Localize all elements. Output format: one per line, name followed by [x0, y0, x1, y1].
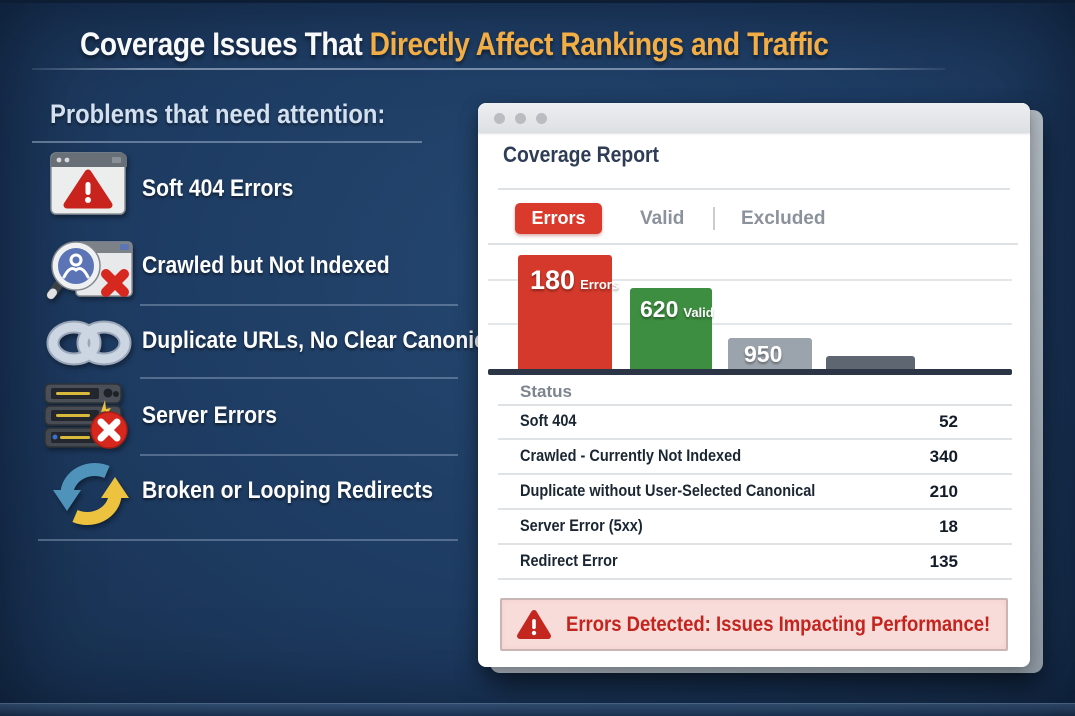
row-value: 135: [929, 551, 958, 571]
list-divider: [140, 304, 458, 306]
table-row: Crawled - Currently Not Indexed 340: [498, 440, 1012, 475]
problem-item-label: Crawled but Not Indexed: [142, 252, 390, 279]
row-label: Server Error (5xx): [520, 517, 643, 535]
list-divider: [140, 377, 458, 379]
top-border: [0, 0, 1075, 3]
warning-triangle-icon: [516, 609, 552, 641]
tabs-divider: [488, 243, 1018, 245]
chain-links-icon: [46, 315, 132, 376]
chart-bar-errors: 180 Errors: [518, 255, 619, 371]
alert-text: Errors Detected: Issues Impacting Perfor…: [566, 612, 991, 636]
status-table-header: Status: [520, 382, 572, 401]
status-header-divider: [498, 404, 1012, 406]
tab-errors[interactable]: Errors: [515, 203, 602, 234]
row-value: 340: [929, 446, 958, 466]
chart-baseline: [488, 369, 1012, 375]
row-value: 210: [929, 481, 958, 501]
row-label: Duplicate without User-Selected Canonica…: [520, 482, 816, 500]
window-control-dot[interactable]: [494, 112, 505, 124]
window-titlebar: [478, 103, 1030, 133]
table-row: Redirect Error 135: [498, 545, 1012, 580]
problems-heading: Problems that need attention:: [50, 99, 386, 129]
tab-valid[interactable]: Valid: [640, 203, 684, 234]
list-divider: [38, 539, 458, 541]
coverage-report-window: Coverage Report Errors Valid Excluded 18…: [478, 103, 1030, 667]
problem-item-label: Broken or Looping Redirects: [142, 477, 434, 504]
page-title-prefix: Coverage Issues That: [80, 26, 370, 62]
row-label: Redirect Error: [520, 552, 618, 570]
server-error-icon: [43, 382, 137, 459]
bar-value: 620: [640, 296, 679, 322]
problems-heading-divider: [32, 141, 422, 143]
bar-unit: Errors: [580, 277, 620, 292]
page-title-highlight: Directly Affect Rankings and Traffic: [369, 26, 829, 62]
chart-bar-excluded: 950: [728, 338, 812, 371]
table-row: Server Error (5xx) 18: [498, 510, 1012, 545]
chart-bar-valid: 620 Valid: [630, 288, 714, 371]
redirect-loop-icon: [46, 461, 136, 532]
tab-separator: [713, 207, 715, 230]
magnifier-not-indexed-icon: [46, 237, 136, 310]
title-divider: [32, 68, 945, 70]
chart-gridline: [488, 279, 1012, 281]
table-row: Soft 404 52: [498, 405, 1012, 440]
page-title: Coverage Issues That Directly Affect Ran…: [80, 26, 829, 63]
window-control-dot[interactable]: [515, 112, 526, 124]
chart-gridline: [488, 323, 1012, 325]
bar-unit: Valid: [683, 305, 714, 320]
tab-excluded[interactable]: Excluded: [741, 203, 825, 234]
problem-item-label: Duplicate URLs, No Clear Canonical: [142, 327, 504, 354]
list-divider: [140, 454, 458, 456]
bar-value: 950: [744, 341, 783, 367]
table-row: Duplicate without User-Selected Canonica…: [498, 475, 1012, 510]
errors-alert-banner: Errors Detected: Issues Impacting Perfor…: [500, 598, 1008, 651]
report-title-divider: [498, 188, 1010, 190]
report-title: Coverage Report: [503, 142, 660, 167]
problem-item-label: Server Errors: [142, 402, 278, 429]
browser-warning-icon: [50, 151, 128, 222]
window-control-dot[interactable]: [536, 112, 547, 124]
problem-item-label: Soft 404 Errors: [142, 175, 294, 202]
row-label: Soft 404: [520, 412, 577, 430]
bottom-edge-highlight: [0, 703, 1075, 716]
row-label: Crawled - Currently Not Indexed: [520, 447, 742, 465]
chart-bar-other: [826, 356, 915, 371]
row-value: 18: [939, 516, 958, 536]
status-table: Soft 404 52 Crawled - Currently Not Inde…: [498, 405, 1012, 580]
row-value: 52: [939, 411, 958, 431]
bar-value: 180: [530, 265, 576, 295]
